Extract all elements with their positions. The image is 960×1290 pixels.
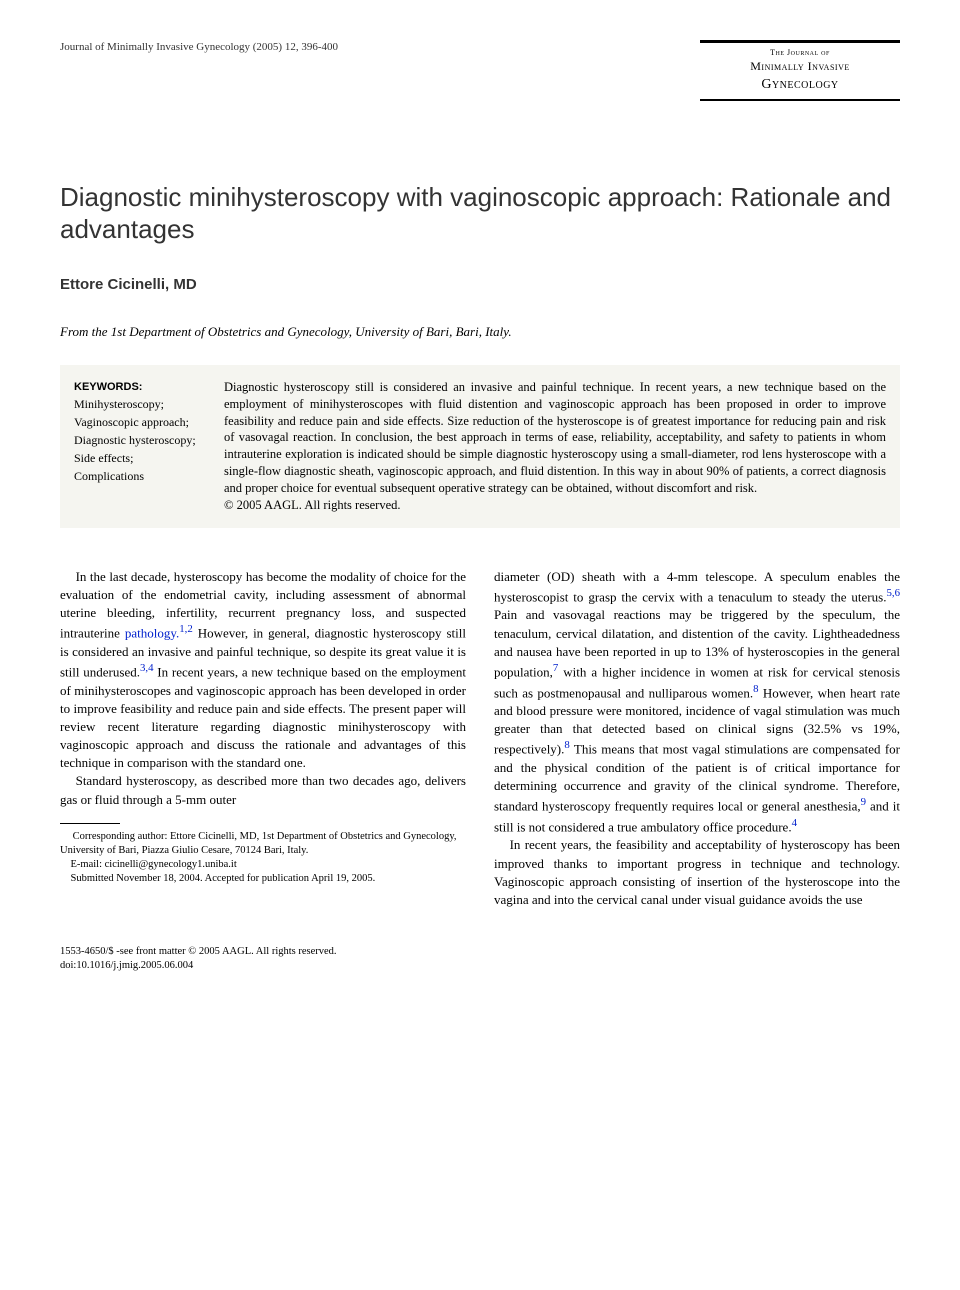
article-body: In the last decade, hysteroscopy has bec… xyxy=(60,568,900,909)
keywords-list: Minihysteroscopy; Vaginoscopic approach;… xyxy=(74,395,204,485)
journal-logo: The Journal of Minimally Invasive Gyneco… xyxy=(700,40,900,101)
journal-logo-line3: Gynecology xyxy=(700,75,900,95)
submission-dates: Submitted November 18, 2004. Accepted fo… xyxy=(60,872,466,886)
footnotes: Corresponding author: Ettore Cicinelli, … xyxy=(60,830,466,887)
journal-reference: Journal of Minimally Invasive Gynecology… xyxy=(60,40,338,55)
journal-logo-line2: Minimally Invasive xyxy=(700,58,900,75)
body-paragraph-4: In recent years, the feasibility and acc… xyxy=(494,836,900,909)
abstract-text: Diagnostic hysteroscopy still is conside… xyxy=(224,380,886,495)
doi-line: doi:10.1016/j.jmig.2005.06.004 xyxy=(60,959,900,973)
abstract-copyright: © 2005 AAGL. All rights reserved. xyxy=(224,498,401,512)
author-name: Ettore Cicinelli, MD xyxy=(60,274,900,295)
author-email: cicinelli@gynecology1.uniba.it xyxy=(105,859,237,870)
ref-3-4[interactable]: 3,4 xyxy=(140,662,154,674)
abstract-block: KEYWORDS: Minihysteroscopy; Vaginoscopic… xyxy=(60,365,900,528)
pathology-link[interactable]: pathology. xyxy=(125,626,179,641)
body-paragraph-3: diameter (OD) sheath with a 4-mm telesco… xyxy=(494,568,900,837)
body-paragraph-2: Standard hysteroscopy, as described more… xyxy=(60,772,466,808)
keywords-column: KEYWORDS: Minihysteroscopy; Vaginoscopic… xyxy=(74,379,204,514)
journal-logo-line1: The Journal of xyxy=(700,47,900,58)
ref-5-6[interactable]: 5,6 xyxy=(886,587,900,599)
ref-4[interactable]: 4 xyxy=(792,817,797,829)
page-footer: 1553-4650/$ -see front matter © 2005 AAG… xyxy=(60,945,900,972)
author-affiliation: From the 1st Department of Obstetrics an… xyxy=(60,323,900,341)
corresponding-author: Corresponding author: Ettore Cicinelli, … xyxy=(60,830,466,858)
issn-line: 1553-4650/$ -see front matter © 2005 AAG… xyxy=(60,945,900,959)
page-header: Journal of Minimally Invasive Gynecology… xyxy=(60,40,900,101)
email-line: E-mail: cicinelli@gynecology1.uniba.it xyxy=(60,858,466,872)
footnote-divider xyxy=(60,823,120,824)
keywords-label: KEYWORDS: xyxy=(74,379,204,396)
body-paragraph-1: In the last decade, hysteroscopy has bec… xyxy=(60,568,466,773)
article-title: Diagnostic minihysteroscopy with vaginos… xyxy=(60,181,900,246)
ref-1-2[interactable]: 1,2 xyxy=(179,623,193,635)
abstract-text-column: Diagnostic hysteroscopy still is conside… xyxy=(224,379,886,514)
